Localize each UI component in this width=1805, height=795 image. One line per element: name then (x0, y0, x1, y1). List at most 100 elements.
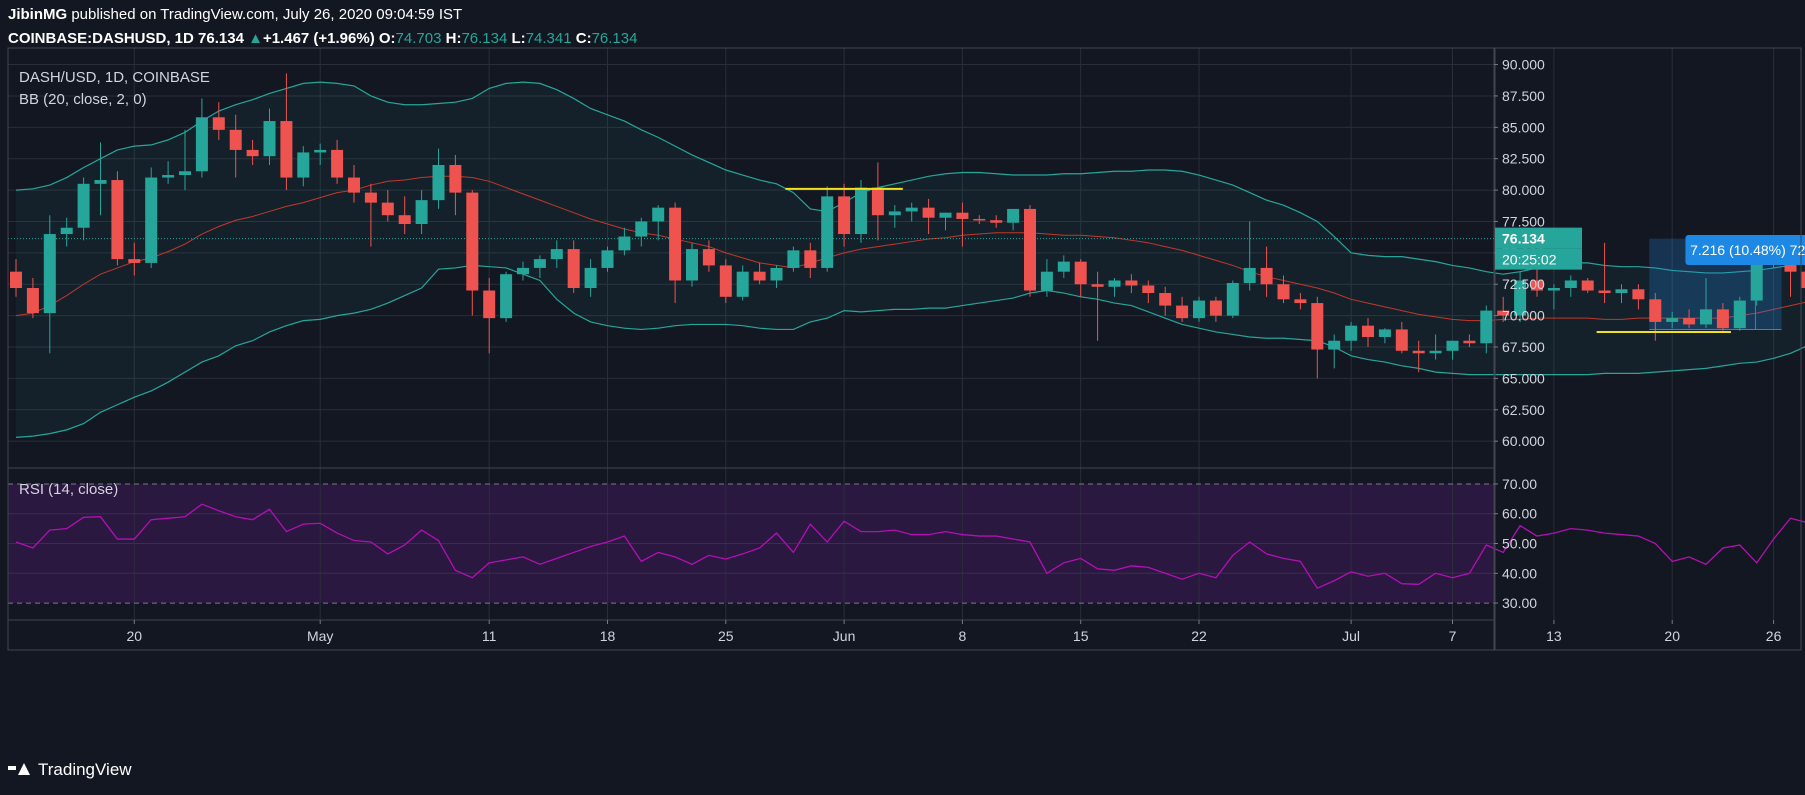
candle-body (1716, 309, 1729, 329)
candle (686, 242, 698, 287)
candle (990, 215, 1003, 228)
x-tick-label: 22 (1191, 628, 1207, 644)
candle-body (195, 117, 208, 172)
candle-body (1243, 267, 1256, 283)
candle-body (601, 250, 614, 268)
candle-body (415, 200, 428, 224)
candle-body (1412, 350, 1425, 354)
y-tick-label: 82.500 (1502, 151, 1545, 167)
candle-body (466, 192, 479, 291)
candle-body (26, 288, 39, 314)
candle-body (1328, 340, 1341, 350)
price-axis-frame (1494, 47, 1802, 651)
candle-body (212, 117, 225, 130)
candle (1412, 340, 1425, 373)
publish-info: published on TradingView.com, July 26, 2… (67, 6, 463, 23)
candle-body (1463, 340, 1476, 344)
price-pane (8, 48, 1494, 468)
price-change: +1.467 (+1.96%) (262, 30, 375, 47)
candle (1294, 293, 1307, 310)
open-value: 74.703 (395, 30, 442, 47)
x-tick-label: 20 (1664, 628, 1680, 644)
candle (1024, 205, 1036, 297)
candle (753, 262, 766, 285)
candle-body (1040, 271, 1053, 291)
candle (94, 142, 107, 216)
y-tick-label: 67.500 (1502, 339, 1545, 355)
countdown-badge (1495, 248, 1582, 270)
y-tick-label: 65.000 (1502, 370, 1545, 386)
candle-body (533, 259, 546, 268)
rsi-tick-label: 30.00 (1502, 595, 1537, 611)
candle (1057, 255, 1070, 278)
candle (1378, 328, 1391, 344)
candle-body (871, 187, 884, 216)
candle (1176, 296, 1189, 322)
candle-body (888, 211, 901, 216)
candle (145, 167, 158, 268)
candle (246, 139, 259, 165)
candle (1007, 208, 1020, 231)
candle (1395, 321, 1408, 354)
candle-body (770, 267, 783, 281)
candle-body (905, 207, 918, 212)
x-tick-label: Jul (1342, 628, 1360, 644)
candle-body (1446, 340, 1459, 351)
candle (1514, 271, 1527, 322)
candle-body (10, 271, 22, 289)
candle-body (652, 207, 665, 222)
y-tick-label: 62.500 (1502, 402, 1545, 418)
candle-body (60, 227, 73, 235)
x-tick-label: 8 (959, 628, 967, 644)
candle-body (804, 250, 817, 268)
candle-body (1666, 318, 1679, 322)
candle-body (1733, 300, 1746, 329)
low-value: 74.341 (525, 30, 572, 47)
candle (618, 227, 631, 256)
candle-body (1176, 305, 1189, 319)
candle (1632, 284, 1645, 310)
candle-body (1260, 267, 1273, 285)
candle (10, 259, 22, 297)
candle (229, 114, 242, 178)
close-value: 76.134 (591, 30, 638, 47)
candle-body (432, 164, 445, 201)
open-label: O: (378, 30, 396, 47)
x-tick-label: May (307, 628, 333, 644)
candle-body (1159, 293, 1172, 306)
bb-lower-line (15, 264, 1805, 439)
candle (1784, 259, 1797, 297)
x-tick-label: 11 (482, 628, 497, 644)
candle-body (1497, 310, 1510, 316)
candle (635, 217, 648, 247)
candle (1142, 280, 1155, 304)
candle (466, 190, 479, 316)
candle (1260, 246, 1273, 297)
candle-body (280, 121, 293, 178)
candle-body (1598, 290, 1611, 294)
candle (821, 186, 834, 272)
rsi-tick-label: 70.00 (1502, 476, 1537, 492)
candle (1193, 296, 1205, 322)
up-triangle-icon: ▲ (248, 30, 263, 47)
candle-body (1091, 284, 1104, 287)
last-price-axis-label: 76.134 (1502, 231, 1545, 247)
candle (1159, 286, 1172, 316)
candle-body (855, 187, 867, 235)
candle (1733, 296, 1746, 331)
author-name[interactable]: JibinMG (8, 6, 68, 23)
candle-body (719, 265, 732, 297)
candle (956, 202, 969, 247)
candle-body (1801, 271, 1805, 289)
candle (905, 202, 918, 222)
tradingview-logo-icon (8, 763, 30, 777)
candle (1108, 277, 1121, 297)
x-tick-label: 26 (1766, 628, 1782, 644)
candle (567, 240, 580, 294)
candle (584, 259, 597, 297)
candle (60, 217, 73, 247)
candle-body (1784, 261, 1797, 272)
footer-brand[interactable]: TradingView (38, 760, 132, 779)
candle-body (263, 121, 276, 157)
